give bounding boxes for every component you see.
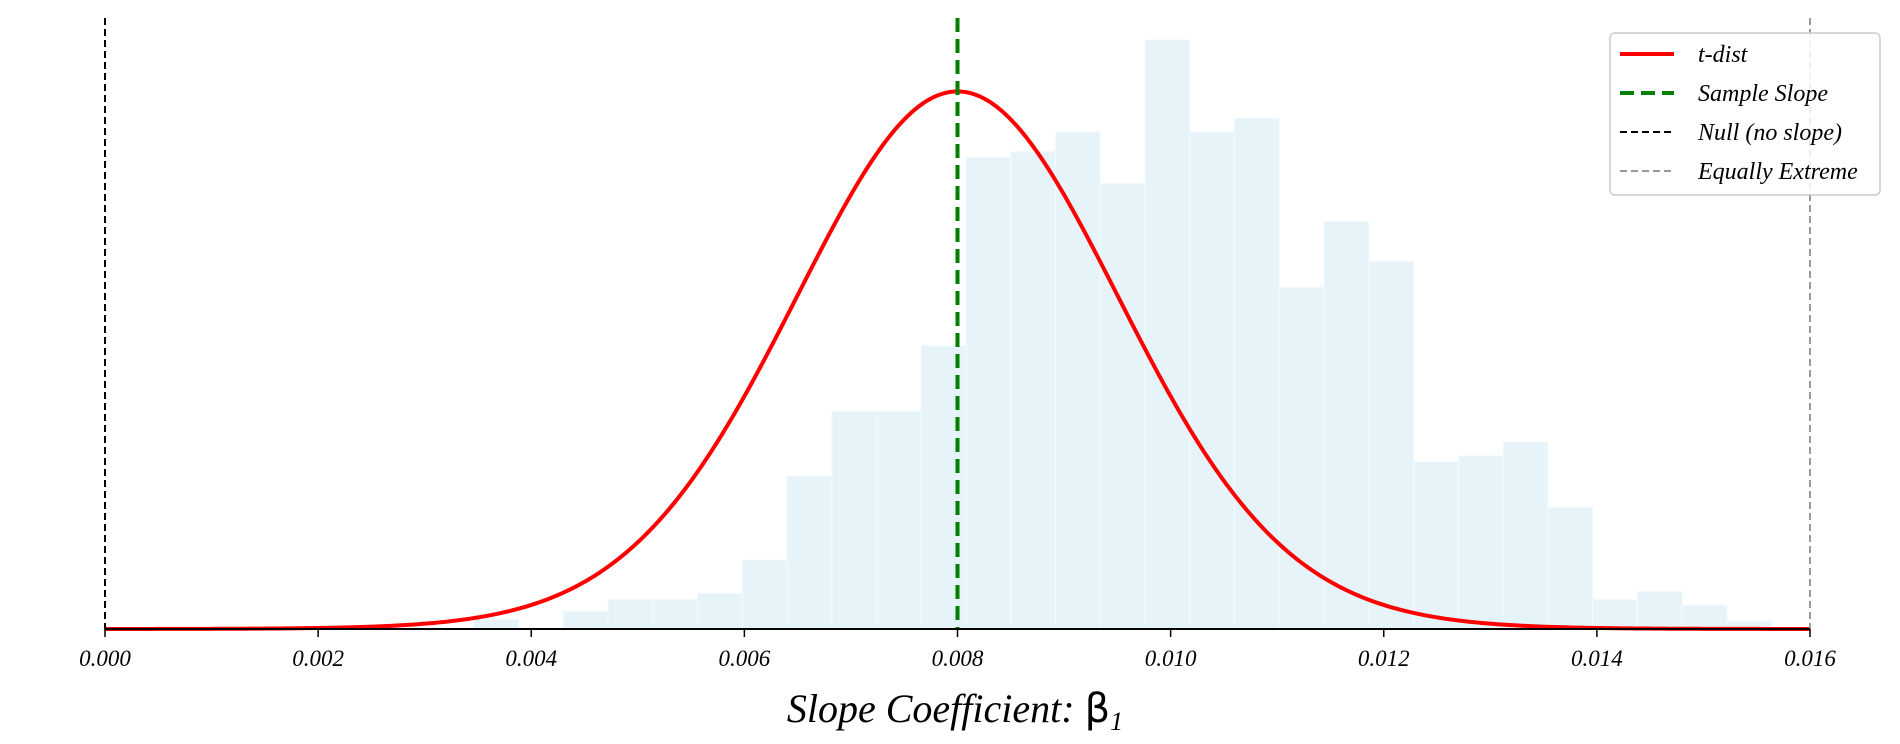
histogram-bar — [473, 618, 519, 630]
x-tick-label: 0.016 — [1784, 646, 1836, 671]
histogram-bar — [1502, 441, 1549, 630]
histogram-bar — [1055, 131, 1101, 630]
histogram-bar — [1099, 182, 1146, 630]
legend-label: t-dist — [1698, 42, 1749, 68]
x-axis-label: Slope Coefficient: β1 — [787, 686, 1123, 736]
x-tick-label: 0.006 — [719, 646, 771, 671]
histogram-bar — [696, 593, 743, 630]
legend-label: Null (no slope) — [1697, 120, 1842, 146]
x-tick-label: 0.004 — [505, 646, 557, 671]
histogram-bar — [1636, 590, 1683, 630]
x-tick-label: 0.014 — [1571, 646, 1623, 671]
histogram-bar — [965, 157, 1012, 630]
legend: t-dist Sample Slope Null (no slope) Equally… — [1609, 32, 1881, 196]
x-tick-label: 0.010 — [1145, 646, 1197, 671]
histogram-bar — [607, 598, 654, 630]
histogram-bar — [1323, 220, 1370, 630]
x-tick-label: 0.002 — [292, 646, 344, 671]
histogram-bar — [1278, 286, 1325, 630]
histogram-bar — [1547, 506, 1594, 630]
histogram-bar — [831, 410, 878, 630]
histogram-bar — [786, 475, 833, 630]
histogram-bar — [1592, 598, 1638, 630]
histogram-bar — [1234, 117, 1280, 630]
histogram-bar — [562, 610, 609, 630]
x-tick-label: 0.012 — [1358, 646, 1410, 671]
histogram-bar — [741, 559, 788, 630]
x-axis-title: Slope Coefficient: β1 — [787, 686, 1123, 736]
histogram-bar — [1144, 39, 1191, 630]
x-tick-label: 0.008 — [932, 646, 984, 671]
x-axis-title-subscript: 1 — [1110, 707, 1123, 736]
legend-box — [1609, 32, 1881, 196]
histogram-bar — [1681, 604, 1728, 630]
histogram-bar — [1413, 461, 1459, 630]
legend-label: Sample Slope — [1698, 81, 1828, 107]
histogram-bar — [1010, 151, 1057, 630]
histogram-bar — [1368, 260, 1415, 630]
legend-label: Equally Extreme — [1697, 159, 1858, 185]
histogram — [473, 39, 1773, 630]
histogram-bar — [1189, 131, 1236, 630]
x-axis-title-symbol: β — [1085, 686, 1111, 732]
histogram-bar — [876, 410, 922, 630]
x-axis: 0.000 0.002 0.004 0.006 0.008 0.010 0.012 0.014… — [79, 628, 1836, 671]
histogram-bar — [1457, 455, 1504, 630]
x-tick-label: 0.000 — [79, 646, 131, 671]
histogram-bar — [652, 598, 698, 630]
x-axis-title-text: Slope Coefficient: — [787, 686, 1085, 731]
